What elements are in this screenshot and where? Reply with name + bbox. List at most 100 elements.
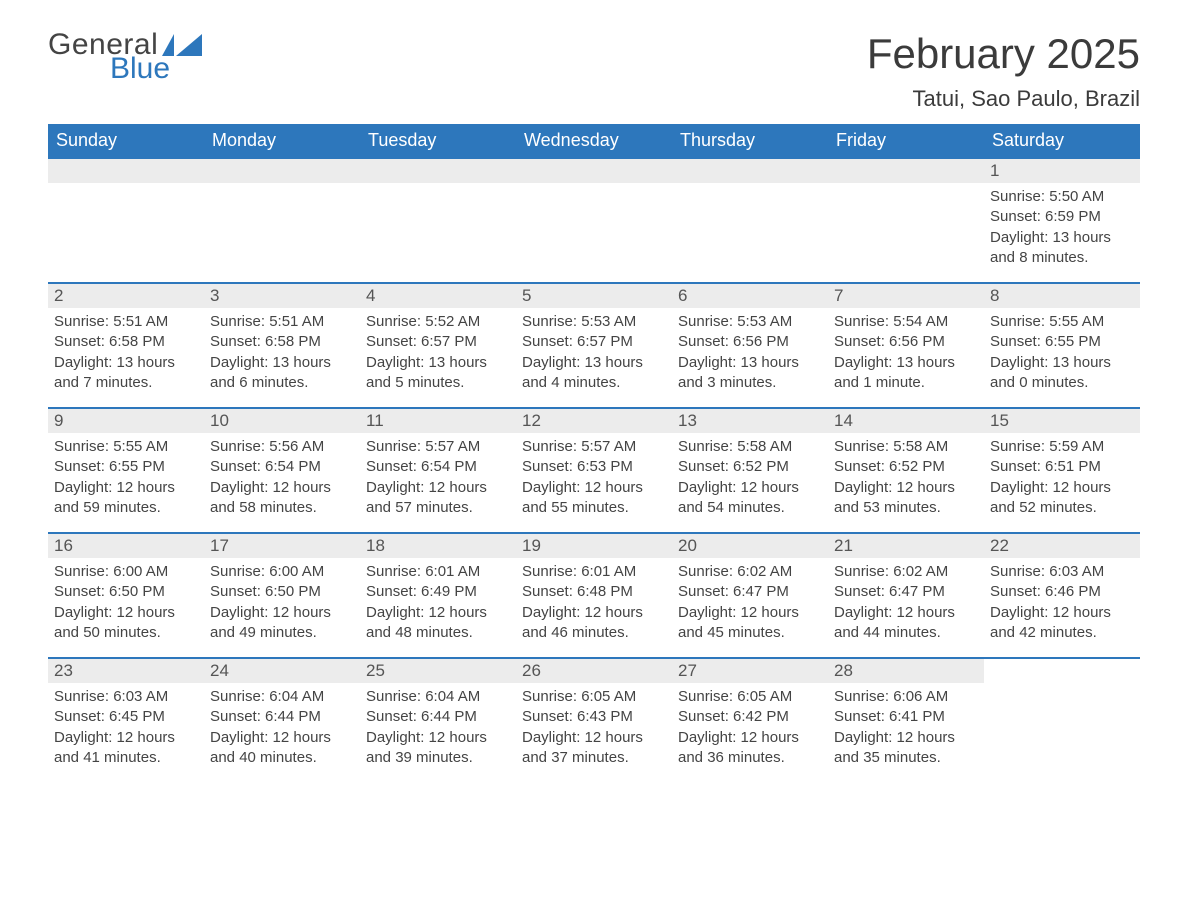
day-sunset: Sunset: 6:56 PM (834, 332, 978, 352)
day-daylight1: Daylight: 12 hours (54, 728, 198, 748)
day-cell: 8Sunrise: 5:55 AMSunset: 6:55 PMDaylight… (984, 284, 1140, 407)
day-sunrise: Sunrise: 6:04 AM (366, 687, 510, 707)
day-cell: 3Sunrise: 5:51 AMSunset: 6:58 PMDaylight… (204, 284, 360, 407)
day-daylight2: and 41 minutes. (54, 748, 198, 768)
day-cell: 24Sunrise: 6:04 AMSunset: 6:44 PMDayligh… (204, 659, 360, 782)
day-number: 23 (48, 659, 204, 683)
day-number: 5 (516, 284, 672, 308)
day-number: 21 (828, 534, 984, 558)
day-sunset: Sunset: 6:46 PM (990, 582, 1134, 602)
day-details: Sunrise: 5:58 AMSunset: 6:52 PMDaylight:… (828, 433, 984, 532)
day-details: Sunrise: 5:55 AMSunset: 6:55 PMDaylight:… (984, 308, 1140, 407)
day-sunrise: Sunrise: 5:50 AM (990, 187, 1134, 207)
day-cell: 22Sunrise: 6:03 AMSunset: 6:46 PMDayligh… (984, 534, 1140, 657)
day-details: Sunrise: 6:04 AMSunset: 6:44 PMDaylight:… (360, 683, 516, 782)
day-cell: 7Sunrise: 5:54 AMSunset: 6:56 PMDaylight… (828, 284, 984, 407)
day-sunset: Sunset: 6:47 PM (678, 582, 822, 602)
day-number: 24 (204, 659, 360, 683)
day-number: 13 (672, 409, 828, 433)
day-number: 12 (516, 409, 672, 433)
day-cell: 23Sunrise: 6:03 AMSunset: 6:45 PMDayligh… (48, 659, 204, 782)
day-daylight2: and 55 minutes. (522, 498, 666, 518)
day-number: 2 (48, 284, 204, 308)
day-sunset: Sunset: 6:49 PM (366, 582, 510, 602)
day-number-empty (516, 159, 672, 183)
day-sunrise: Sunrise: 5:54 AM (834, 312, 978, 332)
day-sunset: Sunset: 6:53 PM (522, 457, 666, 477)
day-number: 25 (360, 659, 516, 683)
day-cell: 18Sunrise: 6:01 AMSunset: 6:49 PMDayligh… (360, 534, 516, 657)
day-sunset: Sunset: 6:50 PM (210, 582, 354, 602)
day-sunrise: Sunrise: 5:51 AM (210, 312, 354, 332)
day-sunset: Sunset: 6:44 PM (366, 707, 510, 727)
day-number: 4 (360, 284, 516, 308)
day-cell: 19Sunrise: 6:01 AMSunset: 6:48 PMDayligh… (516, 534, 672, 657)
day-details: Sunrise: 6:05 AMSunset: 6:42 PMDaylight:… (672, 683, 828, 782)
day-number: 19 (516, 534, 672, 558)
day-number: 6 (672, 284, 828, 308)
day-daylight1: Daylight: 13 hours (834, 353, 978, 373)
day-sunset: Sunset: 6:58 PM (210, 332, 354, 352)
day-details: Sunrise: 6:05 AMSunset: 6:43 PMDaylight:… (516, 683, 672, 782)
weekday-header: Saturday (984, 124, 1140, 159)
day-cell: 27Sunrise: 6:05 AMSunset: 6:42 PMDayligh… (672, 659, 828, 782)
day-daylight2: and 0 minutes. (990, 373, 1134, 393)
day-cell: 15Sunrise: 5:59 AMSunset: 6:51 PMDayligh… (984, 409, 1140, 532)
day-number: 22 (984, 534, 1140, 558)
day-daylight1: Daylight: 12 hours (54, 603, 198, 623)
day-daylight1: Daylight: 13 hours (366, 353, 510, 373)
day-details: Sunrise: 5:51 AMSunset: 6:58 PMDaylight:… (48, 308, 204, 407)
day-daylight2: and 40 minutes. (210, 748, 354, 768)
day-daylight1: Daylight: 12 hours (834, 478, 978, 498)
day-sunrise: Sunrise: 5:58 AM (678, 437, 822, 457)
day-sunset: Sunset: 6:43 PM (522, 707, 666, 727)
day-cell: 26Sunrise: 6:05 AMSunset: 6:43 PMDayligh… (516, 659, 672, 782)
day-daylight2: and 3 minutes. (678, 373, 822, 393)
day-sunset: Sunset: 6:55 PM (990, 332, 1134, 352)
day-sunrise: Sunrise: 6:05 AM (678, 687, 822, 707)
day-daylight1: Daylight: 12 hours (678, 478, 822, 498)
day-number: 28 (828, 659, 984, 683)
day-cell: 28Sunrise: 6:06 AMSunset: 6:41 PMDayligh… (828, 659, 984, 782)
day-details: Sunrise: 6:02 AMSunset: 6:47 PMDaylight:… (672, 558, 828, 657)
day-daylight2: and 48 minutes. (366, 623, 510, 643)
day-details: Sunrise: 5:52 AMSunset: 6:57 PMDaylight:… (360, 308, 516, 407)
day-sunrise: Sunrise: 6:00 AM (54, 562, 198, 582)
day-number: 10 (204, 409, 360, 433)
day-details: Sunrise: 6:00 AMSunset: 6:50 PMDaylight:… (48, 558, 204, 657)
day-daylight1: Daylight: 13 hours (54, 353, 198, 373)
day-sunset: Sunset: 6:42 PM (678, 707, 822, 727)
day-details: Sunrise: 6:03 AMSunset: 6:45 PMDaylight:… (48, 683, 204, 782)
day-cell: 2Sunrise: 5:51 AMSunset: 6:58 PMDaylight… (48, 284, 204, 407)
day-number: 15 (984, 409, 1140, 433)
day-sunrise: Sunrise: 6:01 AM (366, 562, 510, 582)
day-daylight2: and 49 minutes. (210, 623, 354, 643)
day-number-empty (672, 159, 828, 183)
month-title: February 2025 (867, 30, 1140, 78)
day-cell (828, 159, 984, 282)
day-sunset: Sunset: 6:44 PM (210, 707, 354, 727)
day-daylight2: and 37 minutes. (522, 748, 666, 768)
day-sunrise: Sunrise: 5:55 AM (990, 312, 1134, 332)
day-cell (48, 159, 204, 282)
day-daylight1: Daylight: 12 hours (834, 603, 978, 623)
day-details: Sunrise: 6:00 AMSunset: 6:50 PMDaylight:… (204, 558, 360, 657)
header: General Blue February 2025 Tatui, Sao Pa… (48, 30, 1140, 112)
day-number: 16 (48, 534, 204, 558)
day-sunrise: Sunrise: 6:04 AM (210, 687, 354, 707)
day-cell: 16Sunrise: 6:00 AMSunset: 6:50 PMDayligh… (48, 534, 204, 657)
day-sunset: Sunset: 6:55 PM (54, 457, 198, 477)
day-daylight2: and 46 minutes. (522, 623, 666, 643)
day-number-empty (828, 159, 984, 183)
day-number-empty (204, 159, 360, 183)
day-details: Sunrise: 5:54 AMSunset: 6:56 PMDaylight:… (828, 308, 984, 407)
day-number: 27 (672, 659, 828, 683)
day-number-empty (48, 159, 204, 183)
day-details: Sunrise: 6:03 AMSunset: 6:46 PMDaylight:… (984, 558, 1140, 657)
day-details: Sunrise: 6:06 AMSunset: 6:41 PMDaylight:… (828, 683, 984, 782)
day-daylight1: Daylight: 12 hours (834, 728, 978, 748)
title-block: February 2025 Tatui, Sao Paulo, Brazil (867, 30, 1140, 112)
day-daylight1: Daylight: 12 hours (678, 728, 822, 748)
day-number: 9 (48, 409, 204, 433)
day-sunset: Sunset: 6:51 PM (990, 457, 1134, 477)
